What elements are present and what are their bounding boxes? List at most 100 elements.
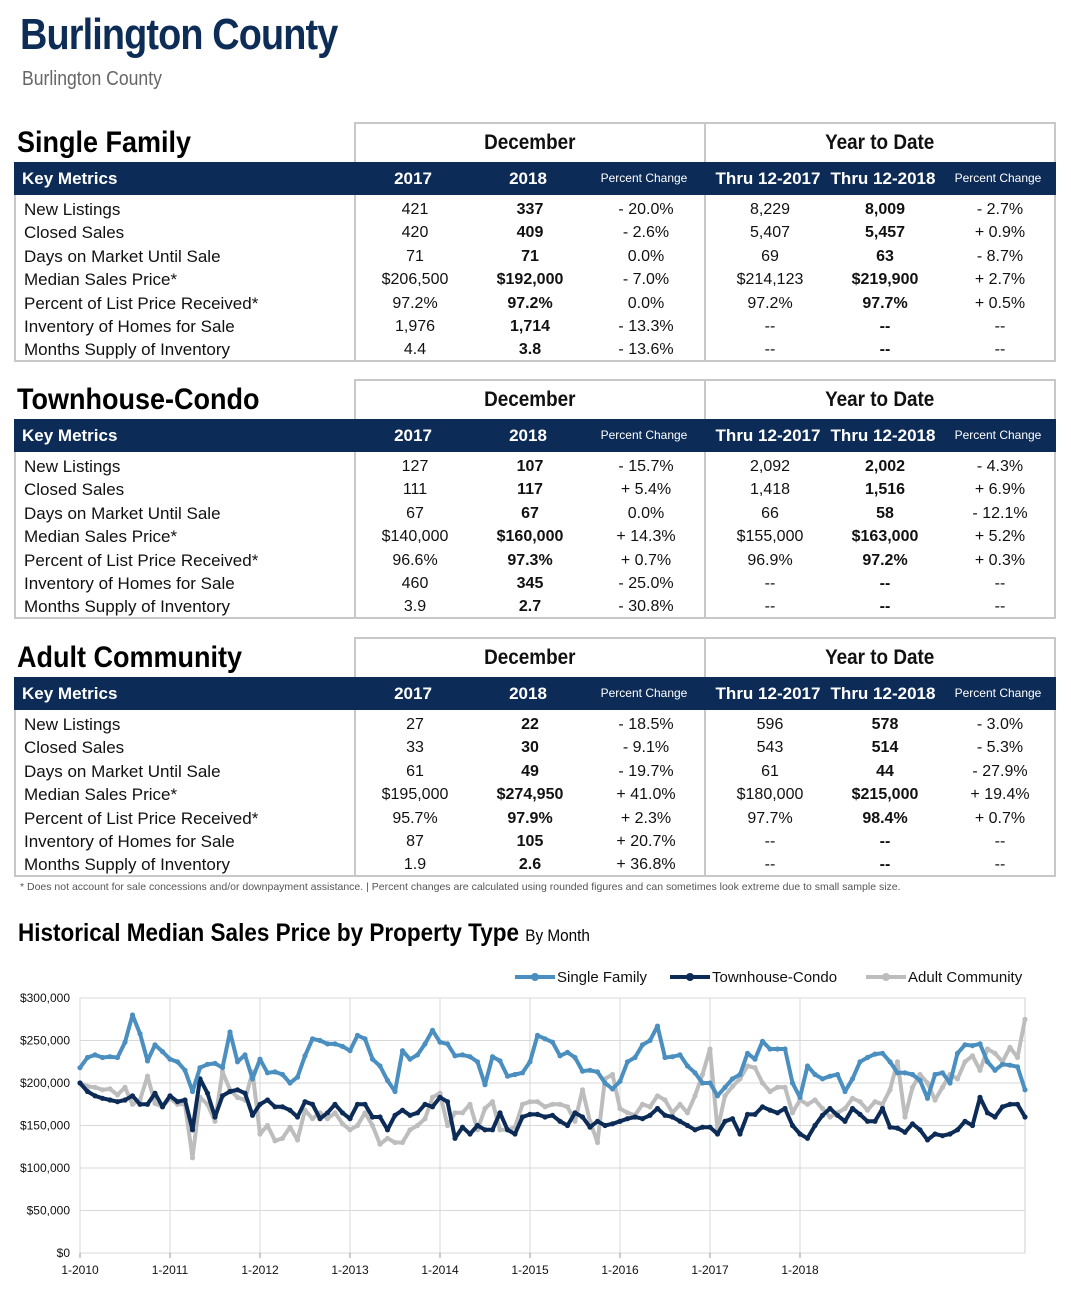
- 2018-value: 49: [521, 762, 539, 780]
- data-point: [977, 1094, 983, 1100]
- data-point: [114, 1054, 121, 1061]
- data-point: [894, 1059, 901, 1065]
- 2017-value: 67: [406, 504, 424, 522]
- bar-col-thru-2018: Thru 12-2018: [830, 684, 936, 703]
- data-point: [362, 1101, 368, 1107]
- table-row: Days on Market Until Sale 67 67 0.0% 66 58 - 1…: [16, 502, 1058, 525]
- data-point: [107, 1054, 113, 1060]
- data-point: [999, 1104, 1006, 1110]
- data-point: [159, 1049, 166, 1055]
- ytd-2017-value: $214,123: [736, 271, 804, 289]
- data-point: [587, 1067, 593, 1073]
- ytd-pct-change: + 0.3%: [974, 551, 1026, 569]
- data-point: [294, 1114, 301, 1120]
- 2017-value: 111: [402, 481, 428, 499]
- ytd-2017-value: $180,000: [736, 786, 804, 804]
- data-point: [894, 1125, 901, 1131]
- data-point: [684, 1063, 691, 1069]
- data-point: [122, 1039, 128, 1045]
- table-row: Closed Sales 420 409 - 2.6% 5,407 5,457 + 0.9%: [16, 221, 1058, 244]
- 2017-value: $206,500: [381, 271, 449, 289]
- data-point: [504, 1073, 511, 1079]
- ytd-header: Year to Date: [704, 637, 1056, 677]
- data-point: [242, 1090, 248, 1096]
- metric-label: Median Sales Price*: [24, 270, 178, 290]
- divider: [704, 195, 706, 360]
- data-point: [609, 1086, 616, 1092]
- pct-change: + 14.3%: [616, 528, 676, 546]
- data-point: [77, 1065, 83, 1071]
- bar-col-2017: 2017: [394, 684, 432, 703]
- data-point: [392, 1112, 398, 1118]
- data-point: [849, 1095, 856, 1101]
- data-point: [527, 1111, 533, 1117]
- data-point: [639, 1042, 646, 1048]
- data-point: [482, 1105, 488, 1112]
- data-point: [429, 1104, 436, 1110]
- metric-label: Inventory of Homes for Sale: [24, 316, 235, 336]
- legend-marker: [531, 973, 539, 981]
- data-point: [459, 1124, 466, 1130]
- data-point: [234, 1087, 241, 1093]
- data-point: [939, 1133, 946, 1139]
- ytd-2017-value: 97.2%: [747, 294, 793, 312]
- table-row: Days on Market Until Sale 71 71 0.0% 69 63 - 8…: [16, 245, 1058, 268]
- data-point: [909, 1121, 916, 1127]
- data-point: [594, 1069, 601, 1075]
- data-point: [684, 1110, 691, 1116]
- data-point: [167, 1093, 173, 1099]
- data-point: [692, 1093, 698, 1099]
- 2018-value: 107: [516, 458, 544, 475]
- data-point: [497, 1110, 503, 1116]
- divider: [354, 452, 356, 617]
- data-point: [279, 1104, 286, 1110]
- data-point: [77, 1080, 83, 1086]
- data-point: [369, 1122, 376, 1129]
- data-point: [774, 1110, 781, 1116]
- data-point: [557, 1053, 563, 1059]
- data-point: [984, 1110, 991, 1116]
- 2018-value: 30: [521, 739, 539, 757]
- metric-label: Median Sales Price*: [24, 785, 178, 805]
- december-label: December: [484, 646, 576, 669]
- ytd-pct-change: --: [994, 574, 1006, 592]
- pct-change: - 13.6%: [618, 341, 674, 359]
- ytd-2017-value: 66: [761, 504, 779, 522]
- data-point: [489, 1099, 496, 1105]
- data-point: [354, 1122, 361, 1129]
- y-tick-label: $300,000: [20, 991, 70, 1005]
- data-point: [399, 1107, 406, 1113]
- data-point: [519, 1070, 526, 1076]
- data-point: [107, 1086, 113, 1092]
- ytd-pct-change: --: [994, 856, 1006, 874]
- data-point: [909, 1084, 916, 1090]
- data-point: [992, 1114, 998, 1120]
- data-point: [669, 1114, 676, 1120]
- data-point: [872, 1099, 878, 1105]
- data-point: [909, 1071, 916, 1078]
- data-point: [744, 1063, 751, 1069]
- data-point: [902, 1070, 908, 1076]
- 2018-value: 22: [521, 716, 539, 733]
- data-point: [699, 1124, 706, 1130]
- data-point: [99, 1095, 106, 1101]
- data-point: [257, 1056, 263, 1062]
- 2018-value: $274,950: [496, 786, 564, 804]
- data-point: [639, 1101, 646, 1107]
- data-point: [924, 1095, 931, 1101]
- data-point: [362, 1036, 368, 1042]
- data-point: [932, 1097, 938, 1103]
- data-point: [602, 1122, 608, 1129]
- ytd-2017-value: --: [764, 832, 776, 850]
- table-row: Days on Market Until Sale 61 49 - 19.7% 61 44…: [16, 760, 1058, 783]
- y-tick-label: $250,000: [20, 1034, 70, 1048]
- data-point: [879, 1105, 886, 1112]
- data-point: [474, 1122, 481, 1129]
- data-point: [174, 1059, 181, 1065]
- footnote: * Does not account for sale concessions …: [20, 881, 901, 893]
- ytd-2018-value: $219,900: [851, 271, 919, 289]
- data-point: [527, 1059, 533, 1065]
- data-point: [189, 1088, 196, 1095]
- pct-change: - 19.7%: [618, 762, 674, 780]
- data-point: [572, 1118, 578, 1124]
